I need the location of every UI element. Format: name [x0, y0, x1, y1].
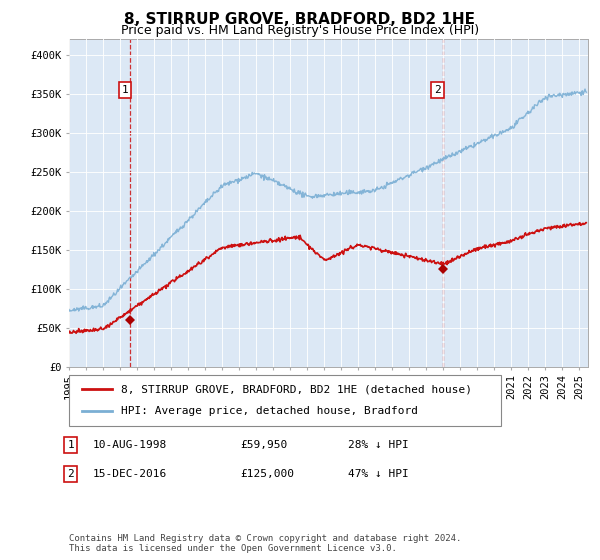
Text: HPI: Average price, detached house, Bradford: HPI: Average price, detached house, Brad…: [121, 407, 418, 417]
Text: 2: 2: [434, 85, 441, 95]
Text: 1: 1: [67, 440, 74, 450]
Text: 15-DEC-2016: 15-DEC-2016: [93, 469, 167, 479]
Text: 8, STIRRUP GROVE, BRADFORD, BD2 1HE (detached house): 8, STIRRUP GROVE, BRADFORD, BD2 1HE (det…: [121, 384, 472, 394]
Text: 8, STIRRUP GROVE, BRADFORD, BD2 1HE: 8, STIRRUP GROVE, BRADFORD, BD2 1HE: [125, 12, 476, 27]
Text: £125,000: £125,000: [240, 469, 294, 479]
Text: 10-AUG-1998: 10-AUG-1998: [93, 440, 167, 450]
FancyBboxPatch shape: [69, 375, 501, 426]
Text: Price paid vs. HM Land Registry's House Price Index (HPI): Price paid vs. HM Land Registry's House …: [121, 24, 479, 37]
Text: 1: 1: [122, 85, 128, 95]
Text: 28% ↓ HPI: 28% ↓ HPI: [348, 440, 409, 450]
Text: Contains HM Land Registry data © Crown copyright and database right 2024.
This d: Contains HM Land Registry data © Crown c…: [69, 534, 461, 553]
Text: 47% ↓ HPI: 47% ↓ HPI: [348, 469, 409, 479]
Text: £59,950: £59,950: [240, 440, 287, 450]
Text: 2: 2: [67, 469, 74, 479]
